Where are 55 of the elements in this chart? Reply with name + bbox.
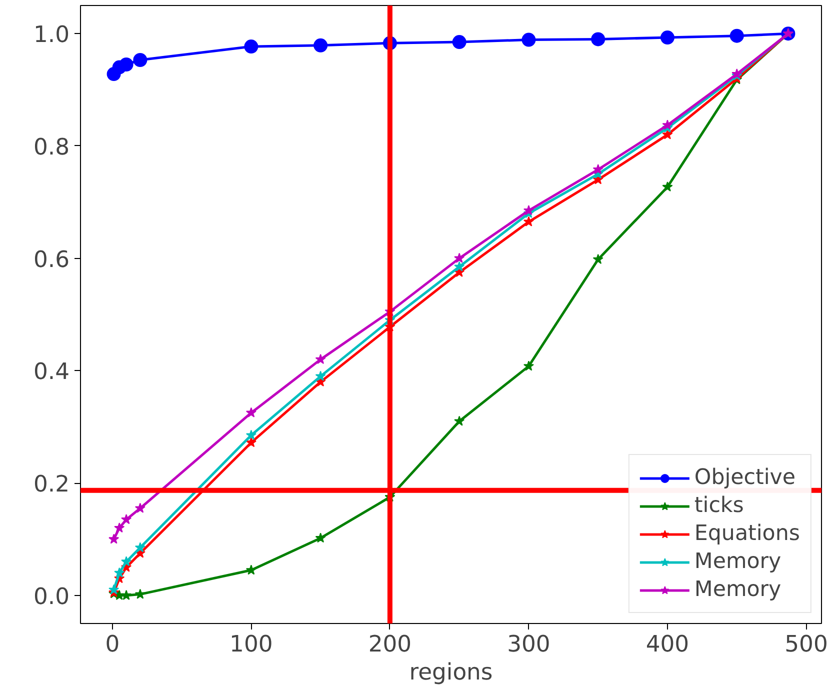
point xyxy=(523,205,534,216)
x-tick-label: 400 xyxy=(646,632,690,658)
legend-label: Objective xyxy=(694,465,796,490)
point xyxy=(314,38,328,52)
point xyxy=(522,32,536,47)
point xyxy=(592,254,604,264)
point xyxy=(523,360,534,371)
point xyxy=(108,584,120,594)
point xyxy=(454,261,465,272)
point xyxy=(114,522,125,533)
point xyxy=(730,28,744,43)
point xyxy=(121,514,132,524)
point xyxy=(454,416,465,426)
y-tick-label: 0.4 xyxy=(33,359,70,386)
x-tick-label: 100 xyxy=(230,632,273,658)
point xyxy=(660,30,674,45)
legend-label: Memory xyxy=(694,577,782,602)
x-axis-title: regions xyxy=(409,660,493,686)
point xyxy=(134,542,146,552)
y-tick-label: 0.8 xyxy=(33,134,70,160)
point xyxy=(119,58,134,72)
x-tick-label: 200 xyxy=(368,632,412,658)
point xyxy=(134,502,146,513)
point xyxy=(121,556,132,566)
point xyxy=(315,354,326,364)
point xyxy=(246,437,256,448)
point xyxy=(121,590,132,600)
point xyxy=(246,407,256,418)
legend-label: Memory xyxy=(694,549,782,574)
point xyxy=(133,53,148,67)
legend-label: ticks xyxy=(694,493,744,518)
point xyxy=(592,164,604,174)
point xyxy=(662,181,673,192)
x-tick-label: 500 xyxy=(784,632,828,658)
point xyxy=(246,430,256,440)
point xyxy=(591,32,606,46)
y-tick-label: 0.0 xyxy=(33,584,70,610)
y-tick-label: 0.6 xyxy=(33,246,70,273)
y-tick-label: 1.0 xyxy=(33,22,70,48)
legend-label: Equations xyxy=(694,521,800,546)
y-tick-label: 0.2 xyxy=(33,472,70,498)
point xyxy=(244,40,258,54)
point xyxy=(134,588,146,599)
x-tick-label: 300 xyxy=(507,632,550,658)
point xyxy=(662,120,673,130)
point xyxy=(246,564,256,575)
point xyxy=(454,252,465,263)
point xyxy=(523,216,534,226)
point xyxy=(452,35,466,50)
point xyxy=(315,370,326,381)
point xyxy=(114,567,125,578)
x-tick-label: 0 xyxy=(105,632,120,658)
point xyxy=(108,534,120,544)
point xyxy=(662,129,673,140)
point xyxy=(315,532,326,543)
